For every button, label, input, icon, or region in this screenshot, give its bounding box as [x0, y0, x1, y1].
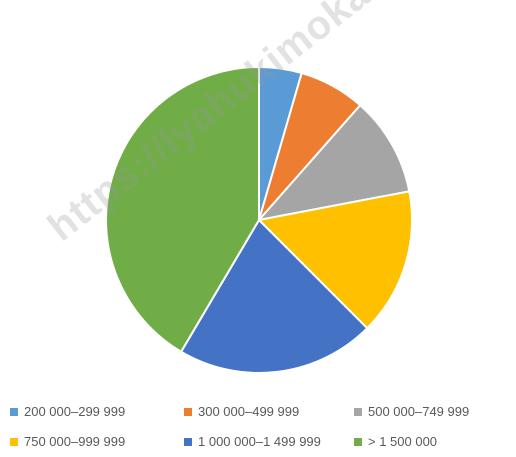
- pie-slices: [105, 66, 413, 374]
- pie-slice-4: [258, 190, 413, 330]
- pie-slice-6: [105, 66, 260, 353]
- pie-slice-3: [258, 104, 411, 221]
- pie-slice-5: [180, 219, 369, 374]
